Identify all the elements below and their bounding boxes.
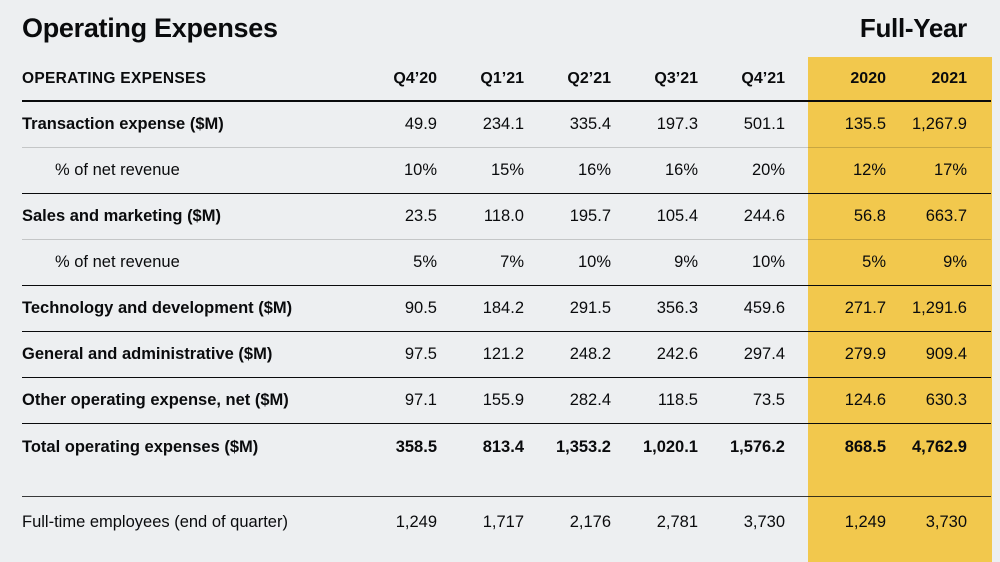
column-header-2021: 2021 (931, 69, 967, 87)
cell-q4-21: 244.6 (743, 206, 785, 225)
cell-q3-21: 105.4 (656, 206, 698, 225)
column-header-q2-21: Q2’21 (567, 69, 611, 87)
cell-q1-21: 7% (500, 252, 524, 271)
cell-2020: 56.8 (853, 206, 886, 225)
table-row: Transaction expense ($M) 49.9 234.1 335.4 19… (22, 101, 991, 147)
cell-q1-21: 118.0 (483, 206, 524, 225)
table-row: Other operating expense, net ($M) 97.1 155… (22, 377, 991, 423)
cell-q4-20: 1,249 (395, 512, 437, 531)
cell-2021: 4,762.9 (911, 438, 967, 457)
operating-expenses-table: OPERATING EXPENSES Q4’20 Q1’21 Q2’21 Q3’… (22, 57, 991, 548)
cell-q3-21: 9% (674, 252, 698, 271)
cell-q4-21: 73.5 (752, 390, 785, 409)
section-divider-row (22, 472, 991, 496)
full-year-label: Full-Year (859, 12, 967, 43)
cell-2021: 1,267.9 (911, 114, 967, 133)
table-row: General and administrative ($M) 97.5 121.2… (22, 331, 991, 377)
row-label: % of net revenue (55, 160, 180, 179)
column-header-label: OPERATING EXPENSES (22, 69, 207, 87)
cell-q4-21: 10% (751, 252, 785, 271)
cell-2020: 1,249 (844, 512, 886, 531)
cell-q2-21: 248.2 (569, 344, 611, 363)
cell-q1-21: 155.9 (482, 390, 524, 409)
cell-2021: 630.3 (925, 390, 967, 409)
cell-q4-20: 90.5 (404, 298, 437, 317)
table-row: Full-time employees (end of quarter) 1,24… (22, 496, 991, 548)
cell-q4-21: 3,730 (743, 512, 785, 531)
cell-q2-21: 10% (577, 252, 611, 271)
table-row: % of net revenue 5% 7% 10% 9% 10% 5% 9% (22, 239, 991, 285)
row-label: Total operating expenses ($M) (22, 438, 259, 457)
column-header-q1-21: Q1’21 (480, 69, 524, 87)
cell-q4-21: 297.4 (743, 344, 785, 363)
cell-q1-21: 15% (490, 160, 524, 179)
cell-2020: 868.5 (844, 438, 886, 457)
cell-q1-21: 121.2 (482, 344, 524, 363)
table-row: Sales and marketing ($M) 23.5 118.0 195.7 10… (22, 193, 991, 239)
cell-q4-21: 459.6 (743, 298, 785, 317)
section-divider (22, 472, 991, 496)
cell-q4-20: 97.5 (404, 344, 437, 363)
cell-q1-21: 184.2 (482, 298, 524, 317)
cell-q4-20: 5% (413, 252, 437, 271)
cell-q2-21: 282.4 (569, 390, 611, 409)
cell-q3-21: 356.3 (656, 298, 698, 317)
cell-2020: 12% (852, 160, 886, 179)
cell-q4-21: 501.1 (743, 114, 785, 133)
cell-q3-21: 242.6 (656, 344, 698, 363)
cell-q3-21: 197.3 (656, 114, 698, 133)
cell-2021: 17% (933, 160, 967, 179)
row-label: Technology and development ($M) (22, 298, 293, 317)
cell-2020: 271.7 (844, 298, 886, 317)
cell-q2-21: 16% (577, 160, 611, 179)
cell-2021: 3,730 (925, 512, 967, 531)
row-label: General and administrative ($M) (22, 344, 273, 363)
cell-q1-21: 234.1 (482, 114, 524, 133)
table-row: % of net revenue 10% 15% 16% 16% 20% 12% 17% (22, 147, 991, 193)
cell-q2-21: 2,176 (569, 512, 611, 531)
cell-2020: 124.6 (844, 390, 886, 409)
title-bar: Operating Expenses Full-Year (22, 0, 967, 56)
row-label: Sales and marketing ($M) (22, 206, 221, 225)
cell-q4-21: 20% (751, 160, 785, 179)
cell-2020: 135.5 (844, 114, 886, 133)
cell-2021: 909.4 (925, 344, 967, 363)
column-header-q4-20: Q4’20 (393, 69, 437, 87)
cell-q2-21: 1,353.2 (555, 438, 611, 457)
cell-2021: 9% (943, 252, 967, 271)
row-label: % of net revenue (55, 252, 180, 271)
cell-q3-21: 1,020.1 (642, 438, 698, 457)
full-year-highlight-band (808, 57, 992, 562)
row-label: Other operating expense, net ($M) (22, 390, 289, 409)
column-header-q3-21: Q3’21 (654, 69, 698, 87)
cell-q1-21: 813.4 (482, 438, 524, 457)
table-row: Total operating expenses ($M) 358.5 813.4 1… (22, 423, 991, 472)
cell-q2-21: 195.7 (569, 206, 611, 225)
cell-q3-21: 2,781 (656, 512, 698, 531)
cell-q3-21: 16% (664, 160, 698, 179)
cell-q4-21: 1,576.2 (729, 438, 785, 457)
cell-2021: 663.7 (925, 206, 967, 225)
cell-2020: 5% (862, 252, 886, 271)
table-row: Technology and development ($M) 90.5 184.2… (22, 285, 991, 331)
cell-q4-20: 358.5 (395, 438, 437, 457)
cell-q3-21: 118.5 (657, 390, 698, 409)
cell-q2-21: 335.4 (569, 114, 611, 133)
column-header-2020: 2020 (850, 69, 886, 87)
cell-2020: 279.9 (844, 344, 886, 363)
cell-2021: 1,291.6 (911, 298, 967, 317)
row-label: Transaction expense ($M) (22, 114, 224, 133)
row-label: Full-time employees (end of quarter) (22, 512, 288, 531)
cell-q1-21: 1,717 (482, 512, 524, 531)
cell-q4-20: 10% (403, 160, 437, 179)
cell-q4-20: 97.1 (404, 390, 437, 409)
cell-q4-20: 49.9 (404, 114, 437, 133)
cell-q4-20: 23.5 (404, 206, 437, 225)
cell-q2-21: 291.5 (569, 298, 611, 317)
table-header-row: OPERATING EXPENSES Q4’20 Q1’21 Q2’21 Q3’… (22, 57, 991, 101)
page-title: Operating Expenses (22, 12, 278, 43)
column-header-q4-21: Q4’21 (741, 69, 785, 87)
